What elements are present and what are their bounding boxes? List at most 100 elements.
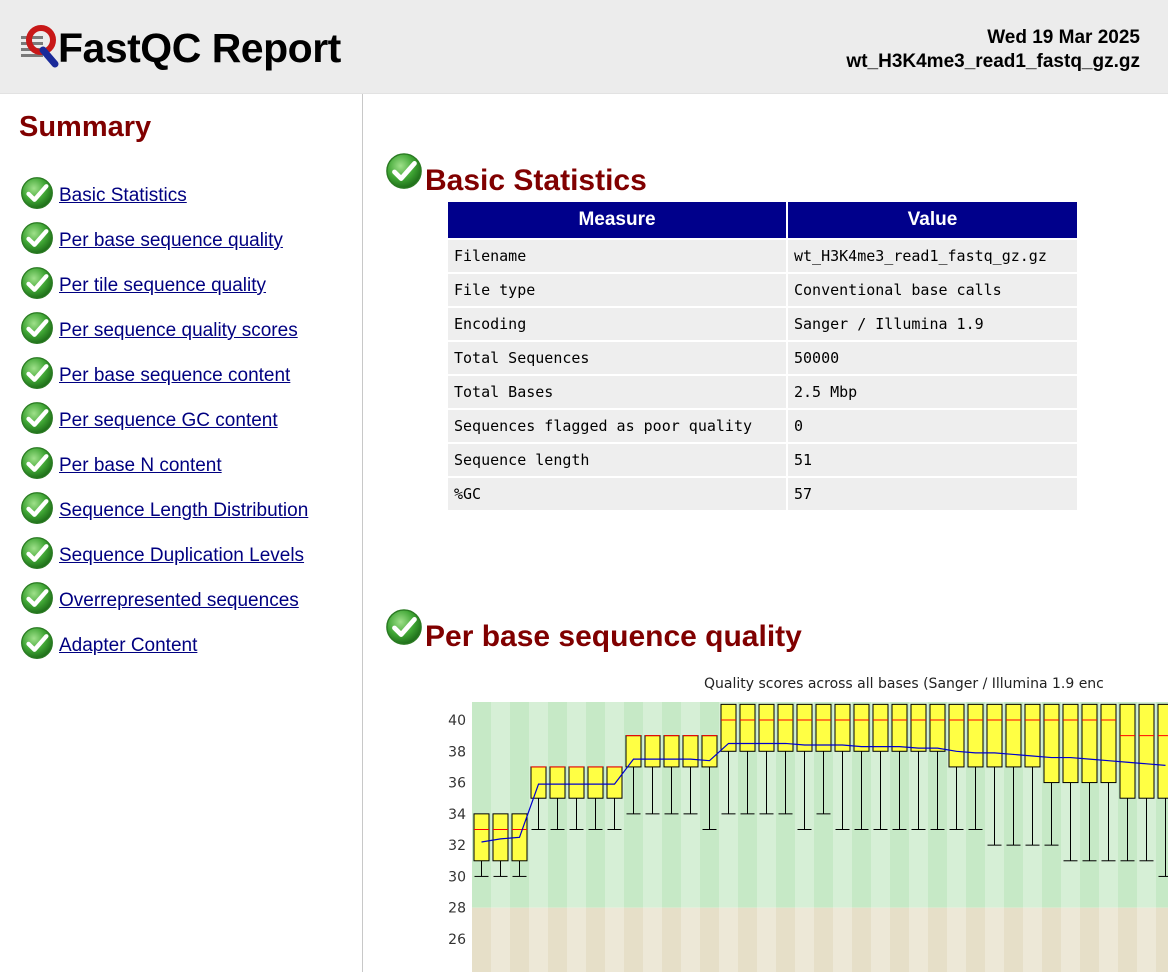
summary-item-per-tile-sequence-quality: Per tile sequence quality — [20, 266, 308, 311]
pass-check-icon — [20, 536, 54, 570]
quality-box — [739, 703, 756, 752]
measure-cell: Encoding — [448, 308, 786, 340]
quality-box — [1005, 703, 1022, 768]
column-stripe — [681, 702, 700, 972]
measure-cell: %GC — [448, 478, 786, 510]
column-stripe — [871, 702, 890, 972]
y-tick-label: 30 — [448, 869, 466, 885]
quality-box — [701, 735, 718, 768]
column-stripe — [529, 702, 548, 972]
summary-link-per-sequence-gc-content[interactable]: Per sequence GC content — [59, 410, 278, 431]
summary-link-per-tile-sequence-quality[interactable]: Per tile sequence quality — [59, 275, 267, 296]
table-row: File type Conventional base calls — [448, 274, 1077, 306]
basic-statistics-title: Basic Statistics — [425, 164, 647, 197]
pass-check-icon — [20, 176, 54, 210]
quality-box-plot: 26 28 30 32 34 36 38 40 — [448, 702, 1168, 972]
column-stripe — [909, 702, 928, 972]
quality-box — [1043, 703, 1060, 784]
basic-statistics-rows: Filename wt_H3K4me3_read1_fastq_gz.gz File… — [448, 240, 1077, 510]
table-row: %GC 57 — [448, 478, 1077, 510]
quality-box — [1157, 703, 1168, 799]
quality-box — [549, 766, 566, 799]
pass-check-icon — [20, 626, 54, 660]
table-row: Total Bases 2.5 Mbp — [448, 376, 1077, 408]
fastqc-logo-icon — [21, 25, 59, 68]
pass-check-icon — [20, 221, 54, 255]
report-meta: Wed 19 Mar 2025 wt_H3K4me3_read1_fastq_g… — [846, 26, 1140, 74]
value-cell: 57 — [788, 478, 1077, 510]
table-row: Total Sequences 50000 — [448, 342, 1077, 374]
basic-statistics-table: Measure Value Filename wt_H3K4me3_read1_f… — [446, 200, 1079, 512]
quality-box — [587, 766, 604, 799]
quality-box — [891, 703, 908, 752]
summary-link-overrepresented-sequences[interactable]: Overrepresented sequences — [59, 590, 299, 611]
value-cell: 0 — [788, 410, 1077, 442]
pass-check-icon — [20, 266, 54, 300]
basic-statistics-heading: Basic Statistics — [385, 164, 647, 198]
plot-title: Quality scores across all bases (Sanger … — [704, 676, 1104, 692]
quality-box — [1024, 703, 1041, 768]
y-tick-label: 32 — [448, 838, 466, 854]
quality-box — [1119, 703, 1136, 799]
value-cell: Conventional base calls — [788, 274, 1077, 306]
y-tick-label: 26 — [448, 932, 466, 948]
quality-box — [986, 703, 1003, 768]
summary-link-per-sequence-quality-scores[interactable]: Per sequence quality scores — [59, 320, 298, 341]
quality-box — [853, 703, 870, 752]
column-stripe — [567, 702, 586, 972]
quality-box — [796, 703, 813, 752]
column-stripe — [605, 702, 624, 972]
pass-check-icon — [20, 491, 54, 525]
summary-item-basic-statistics: Basic Statistics — [20, 176, 308, 221]
report-date: Wed 19 Mar 2025 — [987, 27, 1140, 48]
quality-box — [530, 766, 547, 799]
value-cell: 50000 — [788, 342, 1077, 374]
pass-check-icon — [385, 608, 423, 646]
pass-check-icon — [20, 401, 54, 435]
measure-cell: Filename — [448, 240, 786, 272]
measure-cell: Total Bases — [448, 376, 786, 408]
report-title: FastQC Report — [58, 25, 341, 71]
pass-check-icon — [385, 152, 423, 190]
per-base-quality-heading: Per base sequence quality — [385, 620, 802, 654]
quality-box — [1100, 703, 1117, 784]
summary-link-basic-statistics[interactable]: Basic Statistics — [59, 185, 187, 206]
summary-nav: Basic Statistics Per base sequence qualit… — [20, 176, 308, 671]
summary-link-per-base-sequence-content[interactable]: Per base sequence content — [59, 365, 291, 386]
report-header: FastQC Report Wed 19 Mar 2025 wt_H3K4me3… — [0, 0, 1168, 94]
summary-item-per-sequence-quality-scores: Per sequence quality scores — [20, 311, 308, 356]
table-row: Sequence length 51 — [448, 444, 1077, 476]
quality-box — [663, 735, 680, 768]
summary-link-sequence-duplication-levels[interactable]: Sequence Duplication Levels — [59, 545, 305, 566]
column-header-measure: Measure — [448, 202, 786, 238]
column-stripe — [833, 702, 852, 972]
summary-link-per-base-n-content[interactable]: Per base N content — [59, 455, 222, 476]
per-base-quality-title: Per base sequence quality — [425, 620, 802, 653]
pass-check-icon — [20, 311, 54, 345]
y-tick-label: 28 — [448, 901, 466, 917]
quality-box — [967, 703, 984, 768]
measure-cell: Sequences flagged as poor quality — [448, 410, 786, 442]
report-main: Basic Statistics Measure Value Filename w… — [363, 94, 1168, 972]
quality-box — [948, 703, 965, 768]
pass-check-icon — [20, 581, 54, 615]
quality-box — [720, 703, 737, 752]
column-stripe — [719, 702, 738, 972]
quality-box — [1138, 703, 1155, 799]
y-tick-label: 36 — [448, 776, 466, 792]
quality-box — [606, 766, 623, 799]
summary-item-per-base-sequence-content: Per base sequence content — [20, 356, 308, 401]
summary-link-per-base-sequence-quality[interactable]: Per base sequence quality — [59, 230, 283, 251]
summary-item-per-base-n-content: Per base N content — [20, 446, 308, 491]
summary-link-sequence-length-distribution[interactable]: Sequence Length Distribution — [59, 500, 309, 521]
table-row: Filename wt_H3K4me3_read1_fastq_gz.gz — [448, 240, 1077, 272]
value-cell: 51 — [788, 444, 1077, 476]
quality-box — [492, 813, 509, 862]
quality-box — [929, 703, 946, 752]
column-stripe — [643, 702, 662, 972]
summary-link-adapter-content[interactable]: Adapter Content — [59, 635, 198, 656]
column-stripe — [947, 702, 966, 972]
summary-item-sequence-duplication-levels: Sequence Duplication Levels — [20, 536, 308, 581]
measure-cell: Sequence length — [448, 444, 786, 476]
summary-item-adapter-content: Adapter Content — [20, 626, 308, 671]
